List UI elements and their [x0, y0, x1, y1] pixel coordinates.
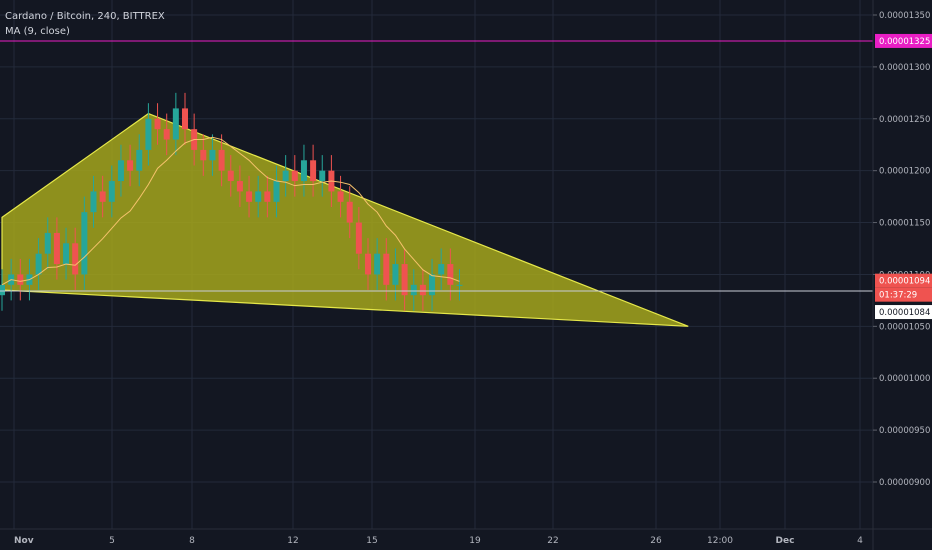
indicator-label[interactable]: MA (9, close)	[5, 26, 70, 37]
last-price-badge: 0.00001094	[879, 277, 930, 287]
countdown-badge: 01:37:29	[879, 291, 917, 301]
candle	[310, 160, 317, 182]
candle	[81, 212, 88, 275]
candle	[264, 191, 271, 202]
candle	[429, 274, 436, 296]
candle	[136, 149, 143, 171]
x-tick-label: Dec	[776, 536, 795, 546]
candle	[127, 160, 134, 171]
y-tick-label: 0.00001000	[879, 374, 930, 384]
resistance-badge-bg	[875, 33, 932, 48]
y-tick-label: 0.00000900	[879, 478, 930, 488]
candle	[300, 160, 307, 182]
y-tick-label: 0.00000950	[879, 426, 930, 436]
candle	[291, 170, 298, 182]
candle	[154, 118, 161, 130]
candle	[355, 222, 362, 254]
candle	[438, 264, 445, 275]
candle	[209, 149, 216, 161]
x-tick-label: Nov	[14, 536, 34, 546]
candle	[17, 274, 24, 285]
candle	[346, 201, 353, 223]
candle	[35, 253, 42, 275]
candle	[72, 243, 79, 275]
last-price-badge-bg	[875, 273, 932, 288]
chart-title: Cardano / Bitcoin, 240, BITTREX	[5, 11, 165, 22]
candle	[63, 243, 70, 265]
x-tick-label: 5	[109, 536, 115, 546]
candle	[410, 284, 417, 296]
candle	[117, 160, 124, 182]
candle	[90, 191, 97, 213]
candle	[53, 232, 60, 265]
y-tick-label: 0.00001150	[879, 219, 930, 229]
countdown-badge-bg	[875, 287, 932, 302]
levels	[0, 40, 873, 292]
candle	[200, 149, 207, 161]
resistance-badge: 0.00001325	[879, 37, 930, 47]
y-tick-label: 0.00001050	[879, 322, 930, 332]
x-tick-label: 12	[287, 536, 298, 546]
candle	[172, 108, 179, 140]
price-badges: 0.00001325 0.00001094 01:37:29 0.00001084	[875, 33, 932, 320]
x-tick-label: 22	[547, 536, 558, 546]
current-level-badge: 0.00001084	[879, 308, 930, 318]
candle	[456, 284, 463, 286]
x-tick-label: 26	[650, 536, 662, 546]
candle	[99, 191, 106, 202]
ma-line	[1, 136, 460, 286]
candle	[182, 108, 188, 130]
candle	[227, 170, 234, 182]
candle	[374, 253, 381, 275]
candle	[365, 253, 371, 275]
y-tick-label: 0.00001300	[879, 63, 930, 73]
candle	[337, 191, 344, 202]
current-level-badge-bg	[875, 305, 932, 320]
candle	[447, 264, 454, 285]
time-axis[interactable]: Nov 5 8 12 15 19 22 26 12:00 Dec 4	[14, 536, 863, 546]
candle	[44, 232, 51, 254]
candle	[255, 191, 262, 202]
candle	[218, 149, 225, 171]
candle	[236, 181, 243, 192]
candle	[282, 170, 289, 182]
candle	[273, 181, 280, 202]
candle	[108, 181, 115, 202]
candle	[383, 253, 390, 285]
x-tick-label: 19	[469, 536, 481, 546]
grid	[0, 0, 873, 529]
x-tick-label: 4	[857, 536, 863, 546]
y-tick-label: 0.00001200	[879, 167, 930, 177]
x-tick-label: 15	[366, 536, 377, 546]
x-tick-label: 8	[189, 536, 195, 546]
candle	[145, 118, 152, 150]
x-tick-label: 12:00	[707, 536, 733, 546]
candle	[419, 284, 426, 296]
candle	[392, 264, 399, 285]
candle	[0, 284, 5, 296]
candle	[163, 129, 170, 140]
candle	[246, 191, 253, 202]
y-tick-label: 0.00001250	[879, 115, 930, 125]
candle	[401, 264, 408, 296]
candle	[319, 170, 326, 182]
y-tick-label: 0.00001350	[879, 11, 930, 21]
